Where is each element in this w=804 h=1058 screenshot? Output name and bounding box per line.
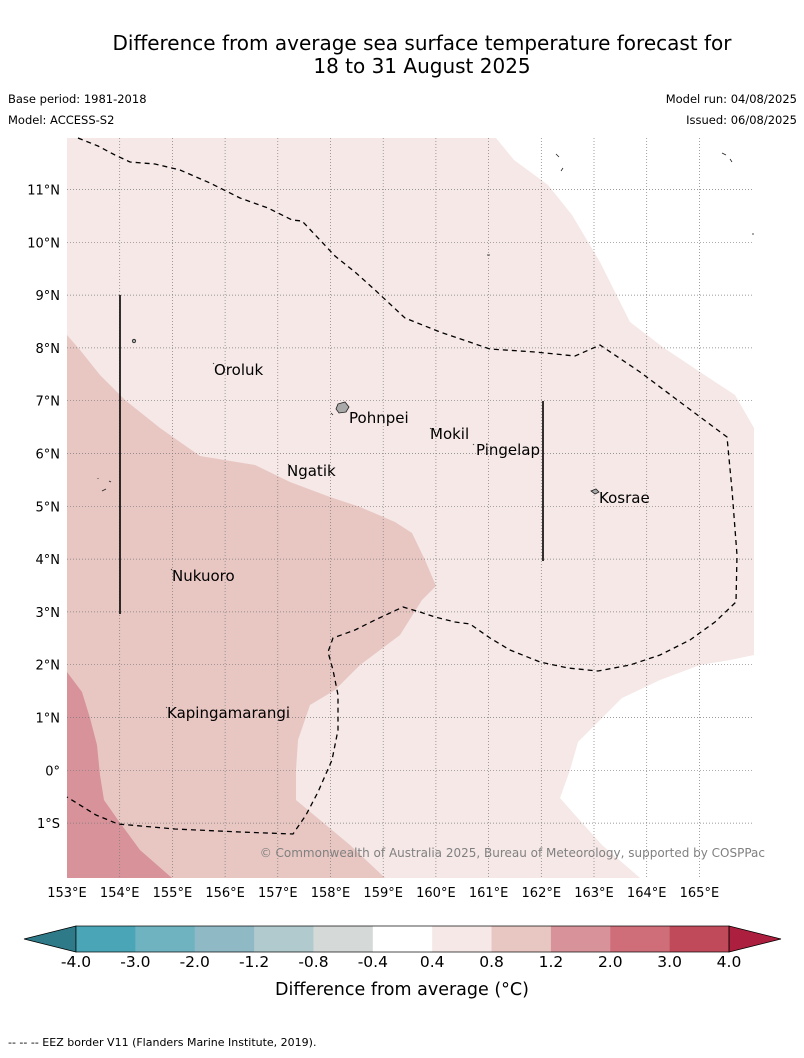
colorbar-tick-label: -3.0 xyxy=(120,953,151,971)
place-label-nukuoro: Nukuoro xyxy=(172,567,235,585)
place-label-mokil: Mokil xyxy=(430,425,469,443)
longitude-label: 161°E xyxy=(469,886,509,901)
place-label-oroluk: Oroluk xyxy=(214,361,263,379)
map-title-line2: 18 to 31 August 2025 xyxy=(313,54,531,78)
colorbar-segment xyxy=(313,926,374,952)
colorbar-tick-label: 3.0 xyxy=(657,953,682,971)
longitude-labels: 153°E 154°E 155°E 156°E 157°E 158°E 159°E 160°E… xyxy=(47,886,719,901)
colorbar-segment xyxy=(372,926,433,952)
colorbar xyxy=(23,925,782,953)
near-average-region-southeast xyxy=(560,655,754,878)
colorbar-segment xyxy=(669,926,730,952)
latitude-label: 8°N xyxy=(36,342,61,357)
colorbar-segment xyxy=(76,926,136,952)
longitude-label: 153°E xyxy=(47,886,87,901)
colorbar-extend-high xyxy=(728,925,782,953)
issued-date: Issued: 06/08/2025 xyxy=(686,113,797,127)
latitude-label: 2°N xyxy=(36,659,61,674)
colorbar-tick-label: 2.0 xyxy=(597,953,623,971)
longitude-label: 160°E xyxy=(416,886,456,901)
colorbar-outline xyxy=(75,925,730,953)
eez-footnote: -- -- -- EEZ border V11 (Flanders Marine… xyxy=(8,1036,317,1049)
eez-border-northern xyxy=(66,137,738,835)
latitude-label: 1°S xyxy=(37,817,60,832)
colorbar-title: Difference from average (°C) xyxy=(275,980,529,1000)
longitude-label: 158°E xyxy=(311,886,351,901)
colorbar-tick-label: -1.2 xyxy=(238,953,270,971)
colorbar-segment xyxy=(491,926,552,952)
colorbar-segment xyxy=(194,926,255,952)
colorbar-segment xyxy=(135,926,196,952)
colorbar-tick-label: -0.8 xyxy=(298,953,329,971)
colorbar-segment xyxy=(254,926,314,952)
latitude-label: 9°N xyxy=(36,289,61,304)
base-period: Base period: 1981-2018 xyxy=(8,92,147,106)
latitude-label: 3°N xyxy=(36,606,61,621)
anomaly-region-strong xyxy=(67,672,172,878)
latitude-label: 11°N xyxy=(27,184,60,199)
small-island xyxy=(131,338,137,344)
place-label-kosrae: Kosrae xyxy=(599,489,650,507)
anomaly-region-medium xyxy=(67,335,436,878)
place-labels: Oroluk Pohnpei Mokil Pingelap Ngatik Kos… xyxy=(167,361,650,722)
colorbar-tick-label: -2.0 xyxy=(179,953,210,971)
colorbar-tick-label: 0.4 xyxy=(419,953,445,971)
graticule xyxy=(67,138,754,878)
longitude-label: 156°E xyxy=(205,886,245,901)
colorbar-tick-label: -0.4 xyxy=(357,953,388,971)
latitude-label: 6°N xyxy=(36,448,61,463)
colorbar-tick-label: 0.8 xyxy=(479,953,504,971)
map-title: Difference from average sea surface temp… xyxy=(60,32,784,78)
colorbar-segment xyxy=(550,926,611,952)
colorbar-tick-label: 1.2 xyxy=(538,953,564,971)
place-label-kapingamarangi: Kapingamarangi xyxy=(167,704,290,722)
longitude-label: 154°E xyxy=(100,886,140,901)
map-title-line1: Difference from average sea surface temp… xyxy=(112,31,732,55)
copyright-notice: © Commonwealth of Australia 2025, Bureau… xyxy=(260,846,765,860)
near-average-region-east xyxy=(496,138,754,428)
place-label-pingelap: Pingelap xyxy=(476,441,540,459)
latitude-label: 0° xyxy=(45,764,60,779)
longitude-label: 165°E xyxy=(680,886,720,901)
model-name: Model: ACCESS-S2 xyxy=(8,113,115,127)
colorbar-tick-label: -4.0 xyxy=(60,953,92,971)
colorbar-extend-low xyxy=(23,925,77,953)
kosrae-island xyxy=(590,488,600,495)
eez-borders xyxy=(66,137,738,835)
longitude-label: 159°E xyxy=(363,886,403,901)
pohnpei-island xyxy=(335,401,350,414)
latitude-label: 7°N xyxy=(36,395,61,410)
latitude-labels: 11°N 10°N 9°N 8°N 7°N 6°N 5°N 4°N 3°N 2°N 1°N 0° 1°S xyxy=(27,184,60,833)
latitude-label: 10°N xyxy=(27,236,60,251)
colorbar-segment xyxy=(610,926,671,952)
islands xyxy=(97,152,754,709)
longitude-label: 163°E xyxy=(574,886,614,901)
latitude-label: 5°N xyxy=(36,500,61,515)
place-label-ngatik: Ngatik xyxy=(287,462,336,480)
place-label-pohnpei: Pohnpei xyxy=(349,409,409,427)
colorbar-segment xyxy=(432,926,493,952)
longitude-label: 162°E xyxy=(522,886,562,901)
colorbar-tick-label: 4.0 xyxy=(716,953,742,971)
longitude-label: 157°E xyxy=(258,886,298,901)
longitude-label: 164°E xyxy=(627,886,667,901)
model-run: Model run: 04/08/2025 xyxy=(665,92,797,106)
longitude-label: 155°E xyxy=(153,886,193,901)
latitude-label: 1°N xyxy=(36,712,61,727)
latitude-label: 4°N xyxy=(36,553,61,568)
